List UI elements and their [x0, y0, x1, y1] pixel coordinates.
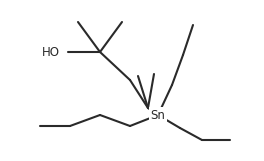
Text: Sn: Sn	[150, 109, 166, 122]
Text: HO: HO	[42, 46, 60, 58]
